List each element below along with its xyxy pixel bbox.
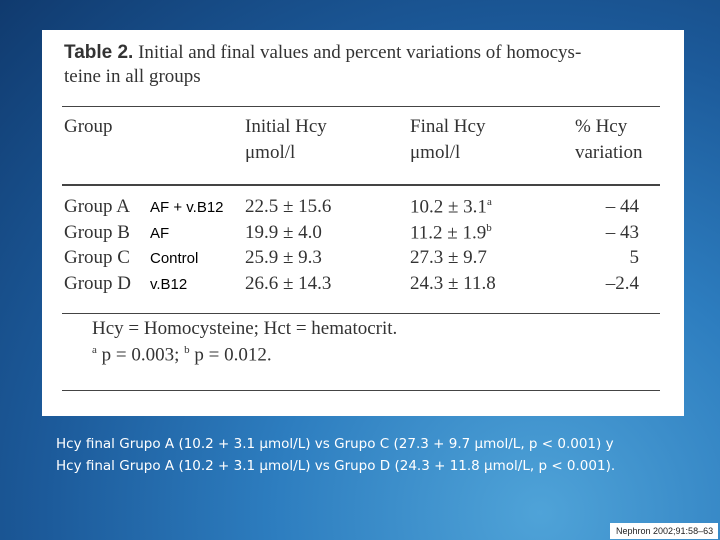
footnote-text: p = 0.012.: [189, 344, 272, 366]
initial-cell: 26.6 ± 14.3: [245, 272, 332, 294]
table-title: Table 2. Initial and final values and pe…: [64, 42, 581, 64]
header-cell: μmol/l: [245, 142, 296, 163]
footnote: a p = 0.003; b p = 0.012.: [92, 344, 272, 366]
caption: Hcy final Grupo A (10.2 + 3.1 μmol/L) vs…: [56, 436, 614, 452]
table-panel: Table 2. Initial and final values and pe…: [42, 30, 684, 416]
header-cell: Initial Hcy: [245, 116, 327, 137]
rule: [62, 313, 660, 314]
header-cell: Group: [64, 116, 113, 137]
group-label: v.B12: [150, 275, 188, 293]
group-cell: Group C: [64, 247, 130, 268]
initial-cell: 25.9 ± 9.3: [245, 247, 322, 268]
header-cell: Final Hcy: [410, 116, 486, 137]
final-cell: 24.3 ± 11.8: [410, 273, 496, 295]
citation: Nephron 2002;91:58–63: [610, 523, 718, 539]
variation-cell: – 44: [605, 196, 639, 217]
initial-cell: 19.9 ± 4.0: [245, 221, 322, 243]
group-label: Control: [150, 250, 199, 267]
variation-cell: 5: [629, 247, 640, 268]
footnote: Hcy = Homocysteine; Hct = hematocrit.: [92, 318, 398, 339]
header-cell: μmol/l: [410, 142, 461, 163]
final-value: 10.2 ± 3.1: [410, 196, 487, 218]
title-text: Initial and final values and percent var…: [138, 42, 582, 63]
initial-cell: 22.5 ± 15.6: [245, 196, 332, 217]
footnote-sup: b: [184, 344, 190, 356]
footnote-text: p = 0.003;: [96, 344, 185, 366]
footnote-sup: a: [92, 344, 97, 356]
header-cell: % Hcy: [575, 116, 628, 137]
final-value: 24.3 ± 11.8: [410, 272, 496, 294]
caption: Hcy final Grupo A (10.2 + 3.1 μmol/L) vs…: [56, 458, 616, 474]
final-cell: 11.2 ± 1.9b: [410, 222, 492, 244]
group-cell: Group D: [64, 272, 132, 294]
final-value: 27.3 ± 9.7: [410, 247, 487, 268]
group-cell: Group A: [64, 196, 130, 217]
group-label: AF: [150, 224, 170, 242]
final-value: 11.2 ± 1.9: [410, 221, 487, 243]
group-label: AF + v.B12: [150, 199, 224, 216]
title-label: Table 2.: [64, 42, 134, 63]
final-cell: 27.3 ± 9.7: [410, 247, 487, 269]
variation-cell: – 43: [605, 221, 639, 243]
group-cell: Group B: [64, 221, 130, 243]
final-sup: b: [486, 221, 492, 234]
table-title: teine in all groups: [64, 66, 201, 87]
rule: [62, 390, 660, 391]
rule: [62, 106, 660, 107]
variation-cell: –2.4: [605, 272, 639, 294]
header-cell: variation: [575, 142, 643, 163]
final-cell: 10.2 ± 3.1a: [410, 196, 492, 218]
rule: [62, 184, 660, 186]
final-sup: a: [486, 196, 492, 208]
